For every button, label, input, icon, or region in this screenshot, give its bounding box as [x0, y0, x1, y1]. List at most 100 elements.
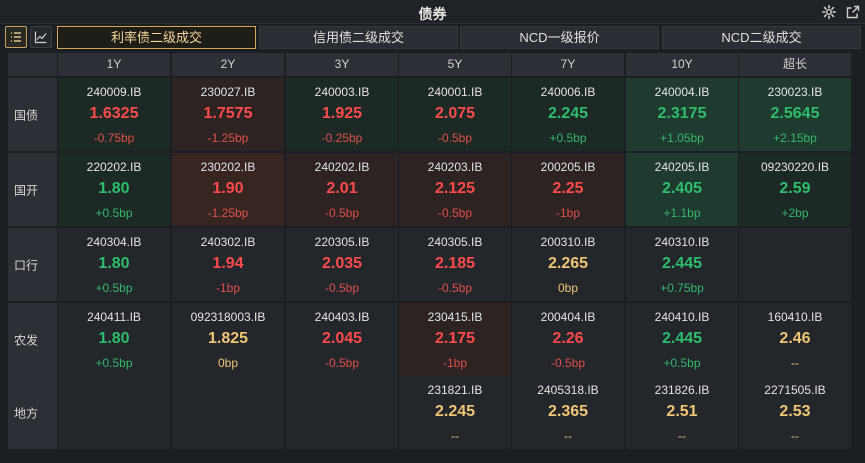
yield-change: --	[451, 429, 459, 443]
quote-cell[interactable]: 230027.IB 1.7575 -1.25bp	[172, 78, 284, 151]
quote-cell[interactable]: 231826.IB 2.51 --	[626, 376, 738, 449]
tab-rates-secondary[interactable]: 利率债二级成交	[57, 26, 256, 49]
bond-code: 240411.IB	[87, 310, 141, 324]
quote-cell[interactable]: 200404.IB 2.26 -0.5bp	[512, 303, 624, 376]
column-header[interactable]: 3Y	[286, 53, 398, 76]
yield-change: -1.25bp	[207, 206, 249, 220]
row-header: 地方	[8, 376, 57, 449]
column-header[interactable]: 7Y	[512, 53, 624, 76]
quote-cell[interactable]: 231821.IB 2.245 --	[399, 376, 511, 449]
quote-cell[interactable]: 200310.IB 2.265 0bp	[512, 228, 624, 301]
quote-cell[interactable]: 240310.IB 2.445 +0.75bp	[626, 228, 738, 301]
bond-code: 231826.IB	[654, 383, 710, 397]
yield-value: 1.90	[212, 180, 244, 197]
list-view-button[interactable]	[5, 26, 27, 48]
yield-change: -1.25bp	[207, 131, 249, 145]
yield-change: -0.5bp	[437, 206, 473, 220]
quote-cell[interactable]: 240304.IB 1.80 +0.5bp	[58, 228, 170, 301]
row-header-label: 农发	[14, 333, 39, 347]
list-icon	[11, 32, 21, 42]
yield-change: -0.5bp	[324, 281, 360, 295]
yield-value: 2.01	[326, 180, 358, 197]
yield-change: +2.15bp	[773, 131, 817, 145]
yield-change: -0.5bp	[324, 356, 360, 370]
bond-code: 240310.IB	[654, 235, 710, 249]
column-header[interactable]: 10Y	[626, 53, 738, 76]
yield-change: -0.5bp	[324, 206, 360, 220]
quote-cell[interactable]: 240006.IB 2.245 +0.5bp	[512, 78, 624, 151]
yield-change: +0.5bp	[663, 356, 701, 370]
bond-code: 240304.IB	[86, 235, 142, 249]
yield-change: --	[564, 429, 572, 443]
quote-cell[interactable]: 240009.IB 1.6325 -0.75bp	[58, 78, 170, 151]
yield-change: 0bp	[217, 356, 239, 370]
corner-header	[8, 53, 57, 76]
quote-cell[interactable]: 160410.IB 2.46 --	[739, 303, 851, 376]
yield-value: 2.25	[552, 180, 584, 197]
quote-cell[interactable]: 240205.IB 2.405 +1.1bp	[626, 153, 738, 226]
gear-icon[interactable]	[821, 4, 837, 20]
yield-value: 2.045	[321, 330, 363, 347]
quote-cell[interactable]: 2405318.IB 2.365 --	[512, 376, 624, 449]
column-header[interactable]: 超长	[739, 53, 851, 76]
quote-cell[interactable]: 240410.IB 2.445 +0.5bp	[626, 303, 738, 376]
quote-cell[interactable]: 240004.IB 2.3175 +1.05bp	[626, 78, 738, 151]
bond-code: 240203.IB	[427, 160, 483, 174]
quote-cell[interactable]: 230023.IB 2.5645 +2.15bp	[739, 78, 851, 151]
yield-change: +0.5bp	[549, 131, 587, 145]
yield-change: -0.75bp	[93, 131, 135, 145]
bond-code: 240202.IB	[314, 160, 370, 174]
popout-icon[interactable]	[845, 4, 861, 20]
row-header: 农发	[8, 303, 57, 376]
yield-value: 1.925	[321, 105, 363, 122]
yield-matrix: 1Y 2Y 3Y 5Y 7Y 10Y 超长 国债 240009.IB 1.6325 -0.75bp 2…	[8, 53, 860, 451]
quote-cell[interactable]: 230202.IB 1.90 -1.25bp	[172, 153, 284, 226]
quote-cell[interactable]: 240003.IB 1.925 -0.25bp	[286, 78, 398, 151]
quote-cell[interactable]: 240302.IB 1.94 -1bp	[172, 228, 284, 301]
bond-code: 092318003.IB	[190, 310, 266, 324]
bond-code: 240003.IB	[314, 85, 370, 99]
yield-change: -1bp	[555, 206, 581, 220]
bond-code: 220305.IB	[314, 235, 370, 249]
row-header-label: 国债	[14, 108, 39, 122]
bond-code: 230202.IB	[200, 160, 256, 174]
tab-ncd-secondary[interactable]: NCD二级成交	[662, 26, 861, 49]
quote-cell[interactable]: 240305.IB 2.185 -0.5bp	[399, 228, 511, 301]
quote-cell[interactable]: 240202.IB 2.01 -0.5bp	[286, 153, 398, 226]
tab-ncd-primary[interactable]: NCD一级报价	[460, 26, 659, 49]
yield-value: 2.245	[434, 403, 476, 420]
tab-credit-secondary[interactable]: 信用债二级成交	[259, 26, 458, 49]
bond-code: 230027.IB	[200, 85, 256, 99]
row-header: 国开	[8, 153, 57, 226]
quote-cell[interactable]: 240001.IB 2.075 -0.5bp	[399, 78, 511, 151]
quote-cell[interactable]: 220305.IB 2.035 -0.5bp	[286, 228, 398, 301]
chart-view-button[interactable]	[30, 26, 52, 48]
line-chart-icon	[34, 31, 47, 44]
yield-change: --	[791, 429, 799, 443]
quote-cell[interactable]: 240411.IB 1.80 +0.5bp	[58, 303, 170, 376]
column-header[interactable]: 2Y	[172, 53, 284, 76]
yield-value: 2.445	[661, 330, 703, 347]
quote-cell[interactable]: 230415.IB 2.175 -1bp	[399, 303, 511, 376]
yield-value: 2.59	[779, 180, 811, 197]
bond-code: 2405318.IB	[537, 383, 599, 397]
column-header[interactable]: 1Y	[58, 53, 170, 76]
bond-code: 240001.IB	[427, 85, 483, 99]
quote-cell[interactable]: 200205.IB 2.25 -1bp	[512, 153, 624, 226]
quote-cell[interactable]: 220202.IB 1.80 +0.5bp	[58, 153, 170, 226]
yield-change: 0bp	[557, 281, 579, 295]
bond-code: 240009.IB	[86, 85, 142, 99]
yield-value: 1.80	[98, 180, 130, 197]
yield-change: +0.5bp	[95, 206, 133, 220]
bond-code: 200310.IB	[540, 235, 596, 249]
column-header[interactable]: 5Y	[399, 53, 511, 76]
quote-cell[interactable]: 2271505.IB 2.53 --	[739, 376, 851, 449]
quote-cell[interactable]: 092318003.IB 1.825 0bp	[172, 303, 284, 376]
yield-value: 1.825	[207, 330, 249, 347]
yield-change: +1.05bp	[660, 131, 704, 145]
yield-value: 1.94	[212, 255, 244, 272]
quote-cell[interactable]: 240203.IB 2.125 -0.5bp	[399, 153, 511, 226]
quote-cell[interactable]: 09230220.IB 2.59 +2bp	[739, 153, 851, 226]
quote-cell[interactable]: 240403.IB 2.045 -0.5bp	[286, 303, 398, 376]
row-header-label: 国开	[14, 183, 39, 197]
